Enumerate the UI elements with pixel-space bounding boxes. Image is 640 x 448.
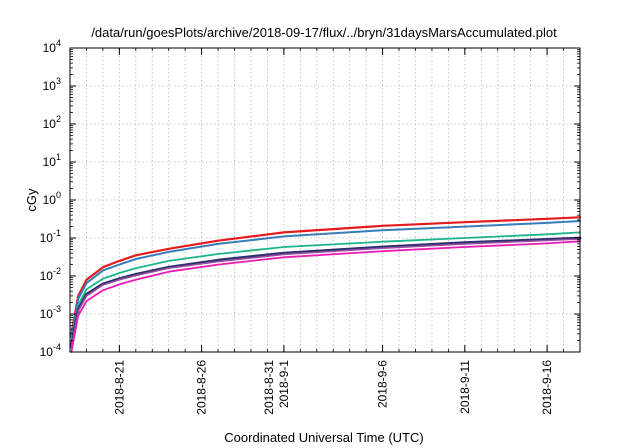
x-tick-label: 2018-9-6 — [376, 360, 390, 408]
y-tick-label-base: 10 — [43, 41, 57, 55]
y-tick-label-base: 10 — [40, 345, 54, 359]
y-tick-label-exponent: -4 — [53, 342, 61, 352]
y-tick-label: 10-4 — [40, 342, 61, 359]
series-line-1 — [70, 216, 582, 335]
y-tick-label: 100 — [43, 190, 61, 207]
series-line-3 — [70, 231, 581, 344]
x-tick-label: 2018-8-31 — [262, 360, 276, 415]
y-tick-label-base: 10 — [43, 193, 57, 207]
y-tick-label-exponent: -2 — [53, 266, 61, 276]
axis-ticks — [70, 47, 580, 353]
y-tick-label: 103 — [43, 76, 61, 93]
y-tick-label-exponent: -3 — [53, 304, 61, 314]
y-tick-label-base: 10 — [40, 269, 54, 283]
y-tick-label-exponent: 1 — [56, 152, 61, 162]
y-tick-label-base: 10 — [43, 79, 57, 93]
y-tick-label: 101 — [43, 152, 61, 169]
y-tick-label: 102 — [43, 114, 61, 131]
x-tick-label: 2018-8-21 — [112, 360, 126, 415]
y-tick-label-base: 10 — [40, 307, 54, 321]
y-tick-label-exponent: 3 — [56, 76, 61, 86]
chart-grid — [70, 48, 580, 352]
x-axis-label: Coordinated Universal Time (UTC) — [224, 430, 423, 445]
y-axis-label: cGy — [24, 188, 39, 212]
y-tick-label-exponent: 2 — [56, 114, 61, 124]
series-line-5 — [70, 238, 581, 349]
x-tick-label: 2018-8-26 — [195, 360, 209, 415]
series-line-4 — [70, 236, 582, 348]
y-tick-label: 10-1 — [40, 228, 61, 245]
y-tick-label-exponent: 0 — [56, 190, 61, 200]
y-tick-label-base: 10 — [43, 155, 57, 169]
x-tick-labels: 2018-8-21 2018-8-26 2018-8-31 2018-9-1 2018-… — [112, 360, 554, 415]
series-line-6 — [70, 240, 581, 353]
y-tick-label: 10-2 — [40, 266, 61, 283]
x-tick-label: 2018-9-11 — [458, 360, 472, 414]
y-tick-label: 10-3 — [40, 304, 61, 321]
chart-title: /data/run/goesPlots/archive/2018-09-17/f… — [91, 25, 557, 40]
y-tick-label: 104 — [43, 38, 61, 55]
plot-series — [70, 216, 582, 353]
y-tick-label-base: 10 — [40, 231, 54, 245]
series-line-2 — [70, 220, 581, 338]
x-tick-label: 2018-9-16 — [540, 360, 554, 415]
y-tick-label-base: 10 — [43, 117, 57, 131]
y-tick-label-exponent: 4 — [56, 38, 61, 48]
x-tick-label: 2018-9-1 — [277, 360, 291, 408]
y-tick-label-exponent: -1 — [53, 228, 61, 238]
